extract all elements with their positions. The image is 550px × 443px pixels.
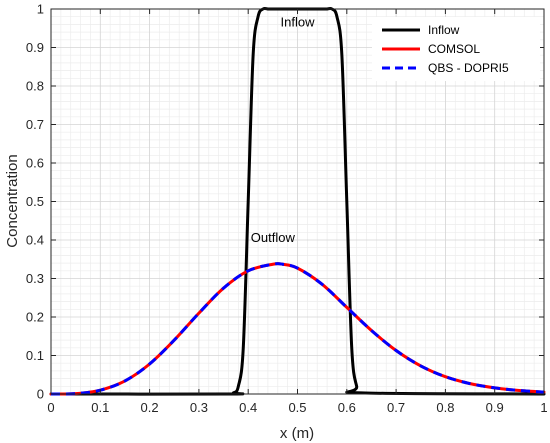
y-tick-label: 0.8 (26, 79, 44, 94)
x-tick-label: 0.2 (141, 400, 159, 415)
y-tick-label: 1 (37, 2, 44, 17)
ticks (50, 8, 545, 395)
annotation-inflow: Inflow (281, 14, 316, 29)
y-tick-label: 0.4 (26, 233, 44, 248)
x-axis-title: x (m) (280, 425, 314, 442)
y-tick-label: 0.2 (26, 310, 44, 325)
annotation-outflow: Outflow (251, 230, 296, 245)
y-tick-label: 0.1 (26, 348, 44, 363)
y-axis-title: Concentration (4, 154, 21, 247)
series-line-qbs-dopri5 (50, 262, 545, 396)
x-tick-label: 1 (540, 400, 547, 415)
x-tick-label: 0.3 (190, 400, 208, 415)
x-tick-label: 0.5 (288, 400, 306, 415)
legend-label-inflow: Inflow (428, 23, 460, 37)
y-tick-labels: 0 0.1 0.2 0.3 0.4 0.5 0.6 0.7 0.8 0.9 1 (26, 2, 44, 402)
legend-label-qbs: QBS - DOPRI5 (428, 61, 509, 75)
x-tick-labels: 0 0.1 0.2 0.3 0.4 0.5 0.6 0.7 0.8 0.9 1 (47, 400, 547, 415)
x-tick-label: 0 (47, 400, 54, 415)
y-tick-label: 0.3 (26, 271, 44, 286)
y-tick-label: 0.5 (26, 194, 44, 209)
x-tick-label: 0.1 (91, 400, 109, 415)
x-tick-label: 0.7 (387, 400, 405, 415)
legend: Inflow COMSOL QBS - DOPRI5 (372, 17, 540, 81)
legend-label-comsol: COMSOL (428, 42, 480, 56)
major-grid (51, 9, 544, 394)
y-tick-label: 0 (37, 387, 44, 402)
x-tick-label: 0.4 (239, 400, 257, 415)
x-tick-label: 0.8 (436, 400, 454, 415)
x-tick-label: 0.6 (338, 400, 356, 415)
y-tick-label: 0.6 (26, 156, 44, 171)
y-tick-label: 0.9 (26, 40, 44, 55)
annotations: Inflow Outflow (251, 14, 315, 245)
x-tick-label: 0.9 (486, 400, 504, 415)
y-tick-label: 0.7 (26, 117, 44, 132)
